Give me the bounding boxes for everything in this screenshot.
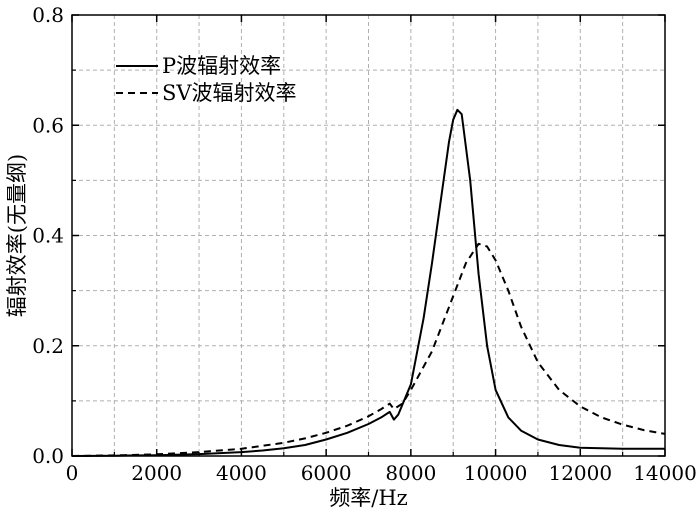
legend-label-sv-wave: SV波辐射效率 (162, 81, 297, 105)
x-tick-label: 12000 (548, 461, 612, 485)
y-axis-title: 辐射效率(无量纲) (5, 154, 29, 317)
x-tick-label: 4000 (216, 461, 267, 485)
grid (72, 15, 665, 456)
legend: P波辐射效率 SV波辐射效率 (116, 54, 297, 105)
y-tick-label: 0.4 (32, 224, 64, 248)
legend-label-p-wave: P波辐射效率 (162, 54, 281, 78)
series-p-wave-line (71, 108, 665, 457)
x-tick-label: 0 (66, 461, 79, 485)
x-tick-label: 10000 (464, 461, 528, 485)
y-tick-label: 0.2 (32, 334, 64, 358)
series-sv-wave-line (71, 242, 666, 457)
series-layer (71, 108, 666, 457)
y-tick-label: 0.6 (32, 113, 64, 137)
x-tick-label: 8000 (385, 461, 436, 485)
x-tick-label: 14000 (633, 461, 697, 485)
x-tick-label: 2000 (131, 461, 182, 485)
y-tick-label: 0.0 (32, 444, 64, 468)
x-tick-label: 6000 (301, 461, 352, 485)
x-axis-title: 频率/Hz (329, 486, 407, 510)
y-tick-label: 0.8 (32, 3, 64, 27)
ticks: 0 2000 4000 6000 8000 10000 12000 14000 0.0 0.2 0.… (32, 3, 697, 485)
